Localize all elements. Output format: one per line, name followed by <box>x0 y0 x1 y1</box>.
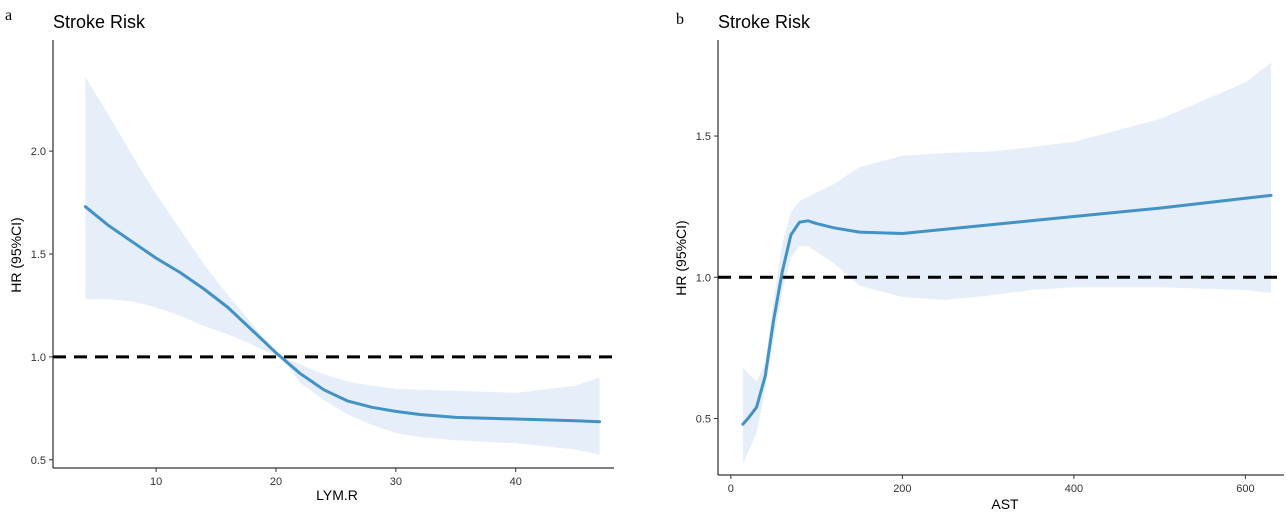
panel-a: a Stroke Risk 0.5 1.0 1.5 2.0 10 20 30 40 LYM.… <box>5 7 614 503</box>
panel-b-x-tick-label: 400 <box>1065 483 1083 495</box>
panel-b-y-ticks: 0.5 1.0 1.5 <box>696 131 718 426</box>
panel-a-x-ticks: 10 20 30 40 <box>150 468 522 488</box>
panel-b-x-tick-label: 600 <box>1236 483 1254 495</box>
panel-b-x-ticks: 0 200 400 600 <box>728 475 1255 495</box>
panel-b-title: Stroke Risk <box>718 12 811 32</box>
panel-a-hr-line <box>83 205 602 424</box>
panel-b-ci-band <box>742 62 1272 464</box>
panel-a-x-tick-label: 40 <box>510 476 522 488</box>
panel-b-x-tick-label: 200 <box>893 483 911 495</box>
panel-a-x-tick-label: 10 <box>150 476 162 488</box>
panel-b-y-tick-label: 0.5 <box>696 414 711 426</box>
panel-a-y-label: HR (95%CI) <box>8 217 24 292</box>
panel-a-ci-band <box>85 77 600 455</box>
panel-b: b Stroke Risk 0.5 1.0 1.5 0 200 400 600 AST H… <box>673 11 1284 512</box>
panel-a-y-tick-label: 1.5 <box>31 249 46 261</box>
panel-a-x-label: LYM.R <box>316 487 358 503</box>
panel-a-y-ticks: 0.5 1.0 1.5 2.0 <box>31 146 53 467</box>
panel-a-y-tick-label: 1.0 <box>31 352 46 364</box>
panel-b-hr-line <box>741 193 1273 426</box>
panel-a-title: Stroke Risk <box>53 12 146 32</box>
panel-b-x-tick-label: 0 <box>728 483 734 495</box>
panel-a-y-tick-label: 2.0 <box>31 146 46 158</box>
panel-b-x-label: AST <box>991 496 1019 512</box>
panel-b-letter: b <box>676 11 684 28</box>
panel-a-letter: a <box>5 7 12 24</box>
panel-a-x-tick-label: 20 <box>270 476 282 488</box>
panel-b-y-tick-label: 1.0 <box>696 272 711 284</box>
panel-b-y-tick-label: 1.5 <box>696 131 711 143</box>
panel-a-y-tick-label: 0.5 <box>31 455 46 467</box>
panel-b-y-label: HR (95%CI) <box>673 220 689 295</box>
panel-a-x-tick-label: 30 <box>390 476 402 488</box>
